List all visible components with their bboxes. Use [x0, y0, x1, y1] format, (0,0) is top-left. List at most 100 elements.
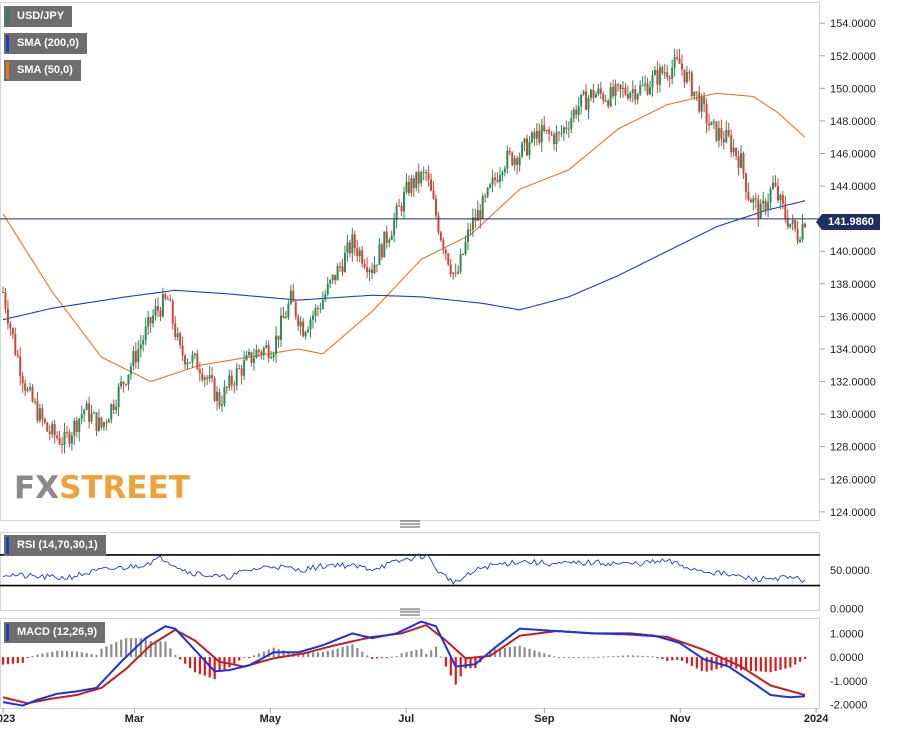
- candle-up: [311, 315, 314, 320]
- candle-up: [710, 121, 713, 126]
- legend-usdjpy[interactable]: USD/JPY: [4, 6, 73, 27]
- macd-histogram-bar: [400, 653, 403, 658]
- candle-up: [567, 128, 570, 130]
- macd-histogram-bar: [326, 650, 329, 658]
- candle-up: [142, 340, 145, 345]
- legend-rsi-label: RSI (14,70,30,1): [17, 539, 98, 551]
- macd-histogram-bar: [656, 657, 659, 659]
- candle-up: [78, 418, 81, 432]
- macd-histogram-bar: [592, 657, 595, 659]
- macd-histogram-bar: [336, 648, 339, 658]
- macd-histogram-bar: [36, 654, 39, 658]
- candle-down: [796, 229, 799, 242]
- macd-histogram-bar: [70, 651, 74, 658]
- macd-histogram-bar: [371, 657, 374, 659]
- candle-down: [260, 352, 263, 355]
- candle-up: [410, 178, 413, 193]
- candle-up: [587, 98, 590, 110]
- macd-histogram-bar: [184, 657, 187, 664]
- candle-up: [107, 419, 110, 423]
- candle-down: [427, 173, 430, 180]
- macd-histogram-bar: [784, 657, 787, 669]
- candle-down: [516, 157, 519, 166]
- candle-up: [188, 362, 191, 364]
- candle-down: [703, 97, 706, 105]
- macd-histogram-bar: [562, 657, 566, 659]
- macd-histogram-bar: [498, 648, 502, 658]
- candle-down: [294, 301, 297, 317]
- candle-down: [48, 431, 51, 434]
- legend-rsi[interactable]: RSI (14,70,30,1): [4, 535, 106, 556]
- panel-frame-3: [0, 618, 820, 709]
- candle-down: [757, 199, 760, 219]
- candle-up: [791, 220, 794, 224]
- macd-histogram-bar: [248, 657, 251, 659]
- macd-histogram-bar: [110, 644, 113, 658]
- macd-histogram-bar: [316, 652, 320, 658]
- macd-histogram-bar: [744, 657, 748, 671]
- candle-up: [324, 294, 327, 300]
- candle-down: [747, 191, 750, 200]
- candle-up: [33, 401, 36, 403]
- macd-histogram-bar: [602, 656, 605, 658]
- candle-up: [740, 153, 743, 168]
- macd-histogram-bar: [238, 657, 241, 661]
- macd-histogram-bar: [139, 638, 142, 658]
- candle-down: [297, 316, 300, 327]
- macd-histogram-bar: [700, 657, 703, 671]
- candle-down: [781, 195, 784, 204]
- candle-down: [371, 269, 374, 274]
- candle-up: [693, 91, 696, 97]
- candle-up: [572, 109, 575, 119]
- candle-down: [666, 72, 669, 78]
- candle-up: [503, 168, 506, 173]
- candle-up: [186, 362, 189, 365]
- rsi-line: [2, 553, 806, 585]
- macd-histogram-bar: [553, 656, 556, 658]
- legend-sma50[interactable]: SMA (50,0): [4, 60, 81, 81]
- candle-down: [575, 109, 578, 115]
- candle-down: [434, 198, 437, 216]
- macd-histogram-bar: [572, 657, 575, 659]
- candle-up: [717, 128, 720, 141]
- macd-histogram-bar: [513, 646, 516, 658]
- legend-macd[interactable]: MACD (12,26,9): [4, 622, 106, 643]
- macd-histogram-bar: [115, 641, 118, 658]
- macd-histogram-bar: [666, 657, 669, 661]
- candle-up: [262, 347, 265, 355]
- macd-histogram-bar: [203, 657, 206, 676]
- candle-up: [307, 329, 310, 333]
- candle-down: [617, 84, 620, 86]
- fxstreet-logo: FXSTREET: [14, 470, 190, 506]
- candle-up: [570, 118, 573, 129]
- price-tick-label: 140.0000: [830, 246, 876, 258]
- macd-histogram-bar: [65, 651, 69, 658]
- macd-histogram-bar: [2, 657, 5, 665]
- panel-resize-handles[interactable]: [400, 520, 420, 616]
- candle-up: [245, 355, 248, 361]
- candle-up: [279, 315, 282, 340]
- legend-sma200[interactable]: SMA (200,0): [4, 33, 87, 54]
- candle-up: [789, 223, 792, 228]
- candle-down: [58, 437, 61, 445]
- candle-up: [390, 235, 393, 240]
- candle-up: [93, 412, 96, 414]
- candle-down: [619, 84, 622, 90]
- candle-down: [174, 323, 177, 338]
- candle-up: [90, 413, 93, 422]
- legend-macd-label: MACD (12,26,9): [17, 626, 98, 638]
- candle-down: [380, 244, 383, 258]
- macd-histogram-bar: [198, 657, 202, 674]
- macd-histogram-bar: [302, 652, 305, 658]
- candle-down: [233, 384, 236, 386]
- candle-up: [265, 345, 268, 348]
- candle-up: [383, 231, 386, 258]
- panel-frames: [0, 2, 820, 709]
- candle-up: [319, 308, 322, 310]
- candle-down: [715, 121, 718, 141]
- candle-up: [403, 192, 405, 212]
- macd-histogram-bar: [735, 657, 738, 669]
- macd-histogram-bar: [607, 656, 610, 658]
- macd-histogram-bar: [341, 647, 344, 658]
- macd-histogram-bar: [548, 654, 551, 658]
